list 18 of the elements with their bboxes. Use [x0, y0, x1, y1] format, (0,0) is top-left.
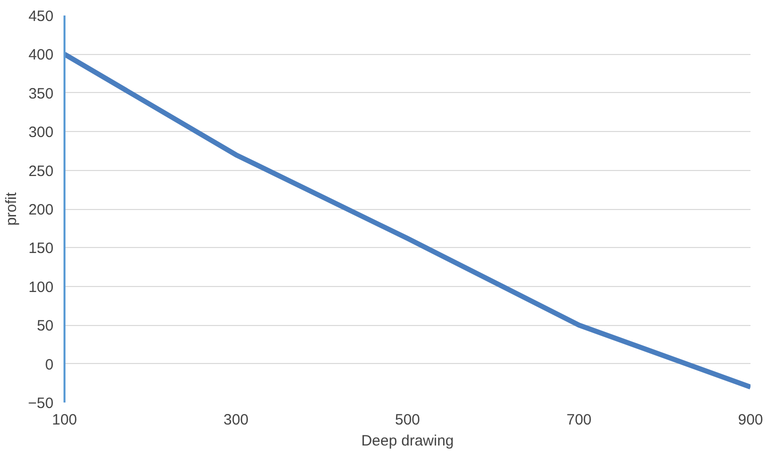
y-tick-label: 300 — [28, 124, 54, 142]
y-axis-title: profit — [3, 191, 20, 226]
x-tick-label: 900 — [738, 412, 764, 428]
x-tick-label: 700 — [566, 412, 592, 428]
y-tick-label: 450 — [28, 8, 54, 25]
y-tick-label: −50 — [28, 395, 54, 412]
x-tick-label: 100 — [52, 412, 78, 428]
y-tick-label: 100 — [28, 278, 54, 296]
x-axis-title: Deep drawing — [361, 432, 454, 450]
y-tick-label: 200 — [28, 202, 54, 218]
y-tick-label: 400 — [28, 46, 54, 64]
y-tick-label: 50 — [36, 318, 54, 335]
y-tick-label: 150 — [28, 240, 54, 258]
x-tick-label: 500 — [394, 412, 420, 428]
y-tick-label: 0 — [45, 356, 54, 374]
y-tick-label: 350 — [28, 85, 54, 102]
y-tick-label: 250 — [28, 162, 54, 180]
x-tick-label: 300 — [223, 412, 249, 428]
